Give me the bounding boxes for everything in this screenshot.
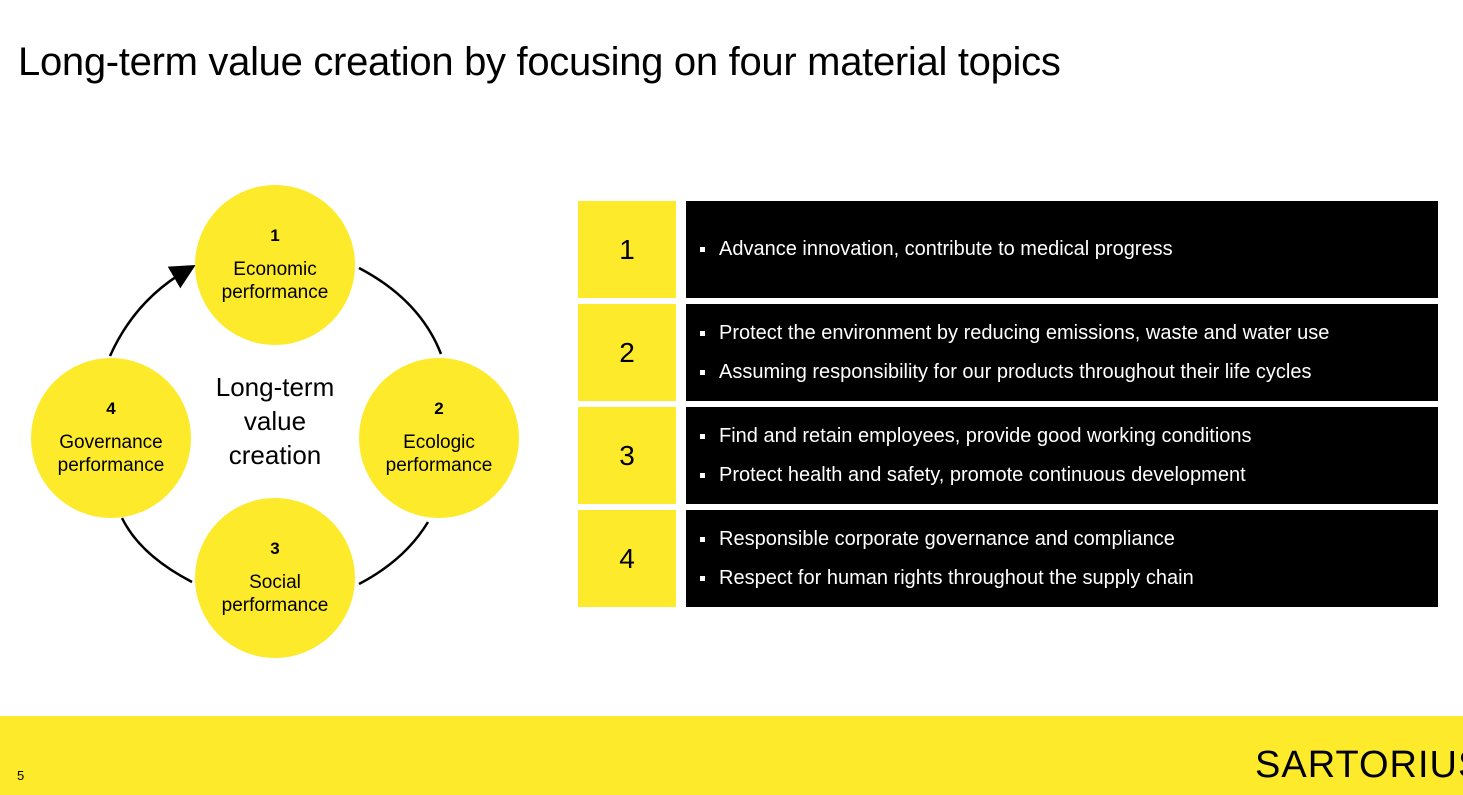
bullet-item: Protect the environment by reducing emis… [700,321,1438,345]
bullet-item: Advance innovation, contribute to medica… [700,237,1438,261]
bullet-icon [700,575,705,581]
topic-number: 4 [578,510,676,607]
arc-social-to-governance [120,517,193,584]
topic-bullets: Advance innovation, contribute to medica… [686,201,1438,298]
center-label: Long-term value creation [195,370,355,472]
center-label-line: creation [228,440,322,470]
node-label: Social performance [221,572,329,616]
arc-governance-to-economic [108,265,196,357]
center-label-line: value [243,406,307,436]
topic-number: 3 [578,407,676,504]
bullet-text: Find and retain employees, provide good … [719,425,1252,447]
bullet-text: Responsible corporate governance and com… [719,528,1175,550]
node-ecologic: 2 Ecologic performance [359,358,519,518]
page-number: 5 [17,768,25,783]
sartorius-logo: SARTORIUS [1255,744,1463,786]
footer-bar: 5 SARTORIUS [0,716,1463,795]
node-number: 1 [270,226,280,245]
page-title: Long-term value creation by focusing on … [18,40,1061,84]
bullet-icon [700,330,705,336]
bullet-icon [700,369,705,375]
topic-bullets: Protect the environment by reducing emis… [686,304,1438,401]
bullet-item: Respect for human rights throughout the … [700,566,1438,590]
topic-row-3: 3 Find and retain employees, provide goo… [578,407,1438,504]
topic-row-4: 4 Responsible corporate governance and c… [578,510,1438,607]
bullet-item: Assuming responsibility for our products… [700,360,1438,384]
bullet-text: Protect health and safety, promote conti… [719,464,1246,486]
bullet-item: Find and retain employees, provide good … [700,424,1438,448]
node-label: Economic performance [221,259,329,303]
topic-number: 1 [578,201,676,298]
bullet-text: Protect the environment by reducing emis… [719,322,1330,344]
bullet-text: Assuming responsibility for our products… [719,361,1312,383]
node-social: 3 Social performance [195,498,355,658]
topic-bullets: Find and retain employees, provide good … [686,407,1438,504]
bullet-item: Responsible corporate governance and com… [700,527,1438,551]
node-number: 3 [270,539,280,558]
bullet-icon [700,536,705,542]
arc-economic-to-ecologic [358,266,443,355]
node-number: 2 [434,399,444,418]
topic-row-1: 1 Advance innovation, contribute to medi… [578,201,1438,298]
node-governance: 4 Governance performance [31,358,191,518]
bullet-icon [700,472,705,478]
node-economic: 1 Economic performance [195,185,355,345]
center-label-line: Long-term [215,372,335,402]
bullet-icon [700,246,705,252]
node-label: Governance performance [57,432,165,476]
bullet-icon [700,433,705,439]
bullet-text: Respect for human rights throughout the … [719,567,1194,589]
topic-row-2: 2 Protect the environment by reducing em… [578,304,1438,401]
bullet-item: Protect health and safety, promote conti… [700,463,1438,487]
arc-ecologic-to-social [358,521,430,586]
node-number: 4 [106,399,116,418]
node-label: Ecologic performance [385,432,493,476]
cycle-arrows [108,265,443,586]
bullet-text: Advance innovation, contribute to medica… [719,238,1173,260]
topic-bullets: Responsible corporate governance and com… [686,510,1438,607]
topic-number: 2 [578,304,676,401]
